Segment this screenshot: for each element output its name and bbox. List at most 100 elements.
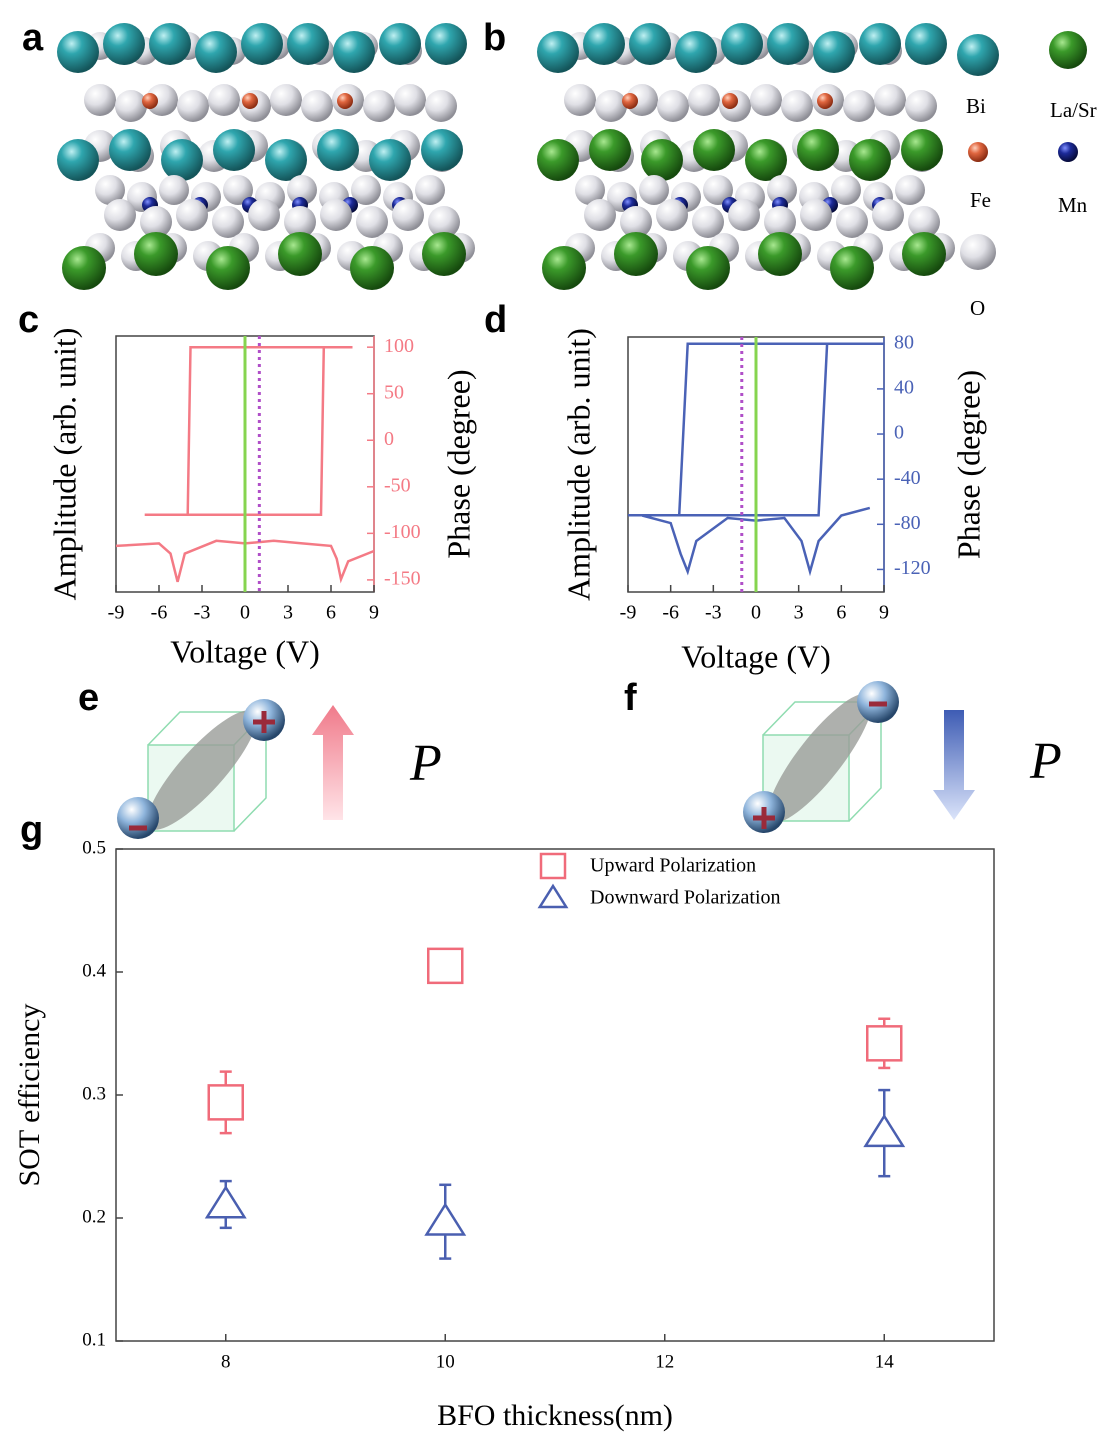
atom	[161, 139, 203, 181]
atom	[859, 23, 901, 65]
x-axis-label: Voltage (V)	[681, 638, 831, 674]
atom	[830, 246, 874, 290]
atom	[693, 129, 735, 171]
y2-axis-label: Phase (degree)	[950, 370, 986, 559]
polarization-arrow	[933, 710, 975, 820]
atom	[57, 139, 99, 181]
atom	[564, 84, 596, 116]
atom	[62, 246, 106, 290]
atom	[248, 199, 280, 231]
legend-label: Upward Polarization	[590, 855, 756, 877]
atom	[622, 93, 638, 109]
atom	[874, 84, 906, 116]
page: {"panel_labels": ["a", "b", "c", "d", "e…	[0, 0, 1113, 1433]
atom	[379, 23, 421, 65]
atom	[57, 31, 99, 73]
atom	[278, 232, 322, 276]
marker	[427, 1205, 464, 1235]
polarization-label: P	[409, 735, 442, 792]
x-tick-label: 10	[436, 1351, 455, 1372]
x-tick-label: 0	[240, 602, 250, 624]
atom	[960, 234, 996, 270]
atom	[614, 232, 658, 276]
y-axis-label: Amplitude (arb. unit)	[560, 328, 596, 601]
atom	[686, 246, 730, 290]
dipole-illustration: P	[117, 697, 442, 842]
atom	[195, 31, 237, 73]
atom	[722, 93, 738, 109]
atom	[425, 23, 467, 65]
panel-label: a	[22, 17, 44, 59]
atom	[905, 23, 947, 65]
atom	[813, 31, 855, 73]
marker	[207, 1187, 244, 1217]
marker	[867, 1026, 901, 1060]
atom	[317, 129, 359, 171]
atom	[369, 139, 411, 181]
atom	[750, 84, 782, 116]
y2-tick-label: -80	[894, 512, 921, 534]
panel-label: d	[484, 299, 507, 341]
atom	[800, 199, 832, 231]
atom	[320, 199, 352, 231]
atom	[537, 31, 579, 73]
x-tick-label: 9	[879, 602, 889, 624]
marker	[209, 1085, 243, 1119]
atom	[363, 90, 395, 122]
atom	[584, 199, 616, 231]
atom	[968, 142, 988, 162]
y2-tick-label: -100	[384, 521, 421, 543]
charts: -9-6-30369-150-100-50050100Voltage (V)Am…	[13, 328, 994, 1432]
legend-marker	[540, 886, 566, 907]
atom	[901, 129, 943, 171]
atom	[337, 93, 353, 109]
x-tick-label: -9	[620, 602, 637, 624]
panel-label: b	[483, 17, 506, 59]
atom	[356, 206, 388, 238]
atom	[104, 199, 136, 231]
atom	[836, 206, 868, 238]
atom	[758, 232, 802, 276]
x-tick-label: 0	[751, 602, 761, 624]
x-tick-label: 8	[221, 1351, 231, 1372]
y-axis-label: SOT efficiency	[13, 1003, 46, 1186]
atom	[392, 199, 424, 231]
atom	[159, 175, 189, 205]
y2-tick-label: 0	[384, 428, 394, 450]
atom	[745, 139, 787, 181]
atom	[109, 129, 151, 171]
atom	[212, 206, 244, 238]
y2-axis-label: Phase (degree)	[440, 369, 476, 558]
marker	[428, 949, 462, 983]
y-tick-label: 0.3	[82, 1083, 106, 1104]
atom	[84, 84, 116, 116]
atom	[542, 246, 586, 290]
panel-label: c	[18, 299, 39, 341]
atom	[301, 90, 333, 122]
atom	[872, 199, 904, 231]
atom	[767, 23, 809, 65]
polarization-label: P	[1029, 733, 1062, 790]
atom	[589, 129, 631, 171]
atom	[176, 199, 208, 231]
atom	[849, 139, 891, 181]
atom	[242, 93, 258, 109]
atom	[425, 90, 457, 122]
atom	[103, 23, 145, 65]
atom-label: Mn	[1058, 193, 1088, 217]
atomic-structures	[57, 23, 1087, 290]
atom	[537, 139, 579, 181]
atom-label: Bi	[966, 94, 986, 118]
atom	[639, 175, 669, 205]
atom	[213, 129, 255, 171]
x-axis-label: Voltage (V)	[170, 633, 320, 669]
y-tick-label: 0.2	[82, 1206, 106, 1227]
y2-tick-label: -150	[384, 567, 421, 589]
atom	[675, 31, 717, 73]
atom	[134, 232, 178, 276]
atom	[657, 90, 689, 122]
data-line	[145, 347, 353, 515]
x-axis-label: BFO thickness(nm)	[437, 1399, 673, 1432]
atom	[583, 23, 625, 65]
atom	[721, 23, 763, 65]
